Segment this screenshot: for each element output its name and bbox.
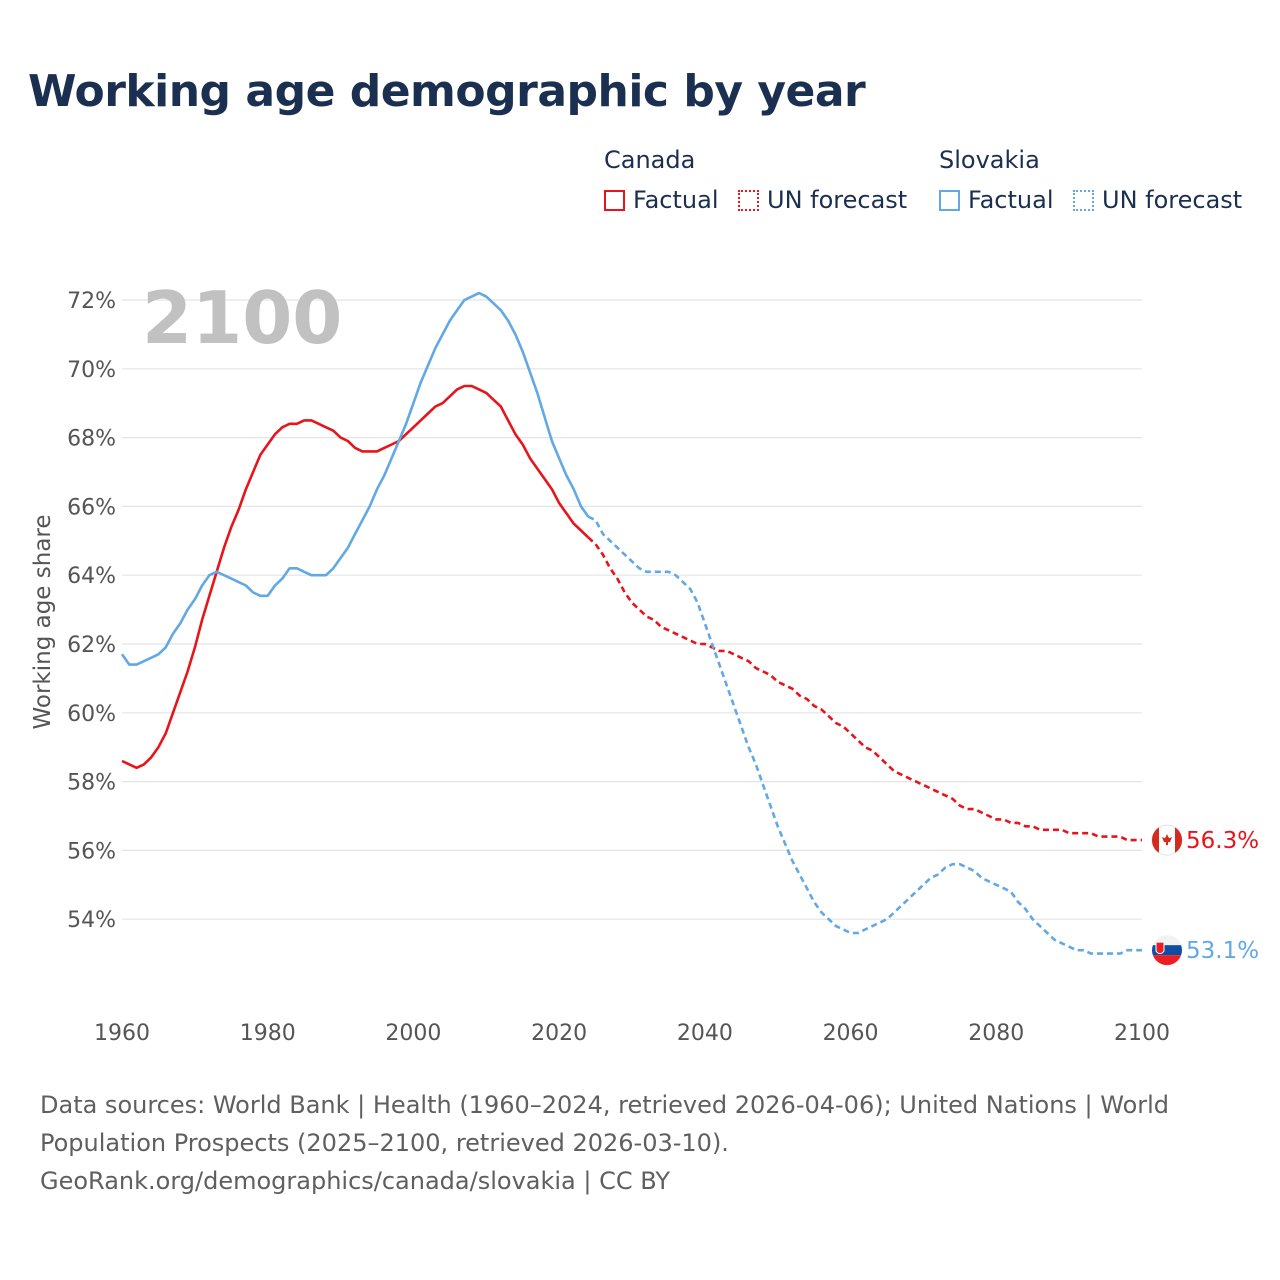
legend-group-slovakia: Slovakia — [939, 146, 1040, 174]
y-axis-label: Working age share — [30, 514, 56, 729]
y-tick-label: 58% — [67, 771, 116, 796]
footer-credit: GeoRank.org/demographics/canada/slovakia… — [40, 1167, 671, 1195]
legend-canada-factual[interactable]: Factual — [604, 186, 719, 214]
y-tick-label: 60% — [67, 702, 116, 727]
y-tick-label: 70% — [67, 358, 116, 383]
legend-slovakia-forecast[interactable]: UN forecast — [1073, 186, 1242, 214]
footer: Data sources: World Bank | Health (1960–… — [40, 1086, 1240, 1200]
series-line-canada-factual — [121, 384, 590, 770]
end-labels: 56.3% 53.1% — [1151, 824, 1259, 966]
x-tick-label: 1980 — [240, 1021, 296, 1046]
x-tick-label: 1960 — [94, 1021, 150, 1046]
x-tick-label: 2000 — [385, 1021, 441, 1046]
legend-label: UN forecast — [767, 186, 908, 214]
footer-source-line-1: Data sources: World Bank | Health (1960–… — [40, 1091, 1170, 1119]
series-line-slovakia-forecast — [587, 515, 1142, 955]
x-tick-label: 2100 — [1114, 1021, 1170, 1046]
y-tick-label: 64% — [67, 564, 116, 589]
series-line-canada-forecast — [587, 536, 1142, 842]
legend-swatch-slovakia-forecast — [1073, 189, 1094, 211]
x-axis-ticks: 1960 1980 2000 2020 2040 2060 2080 2100 — [94, 1021, 1170, 1046]
y-tick-label: 72% — [67, 289, 116, 314]
y-tick-label: 62% — [67, 633, 116, 658]
series-lines — [120, 291, 1142, 955]
canada-flag-icon — [1151, 824, 1183, 856]
x-tick-label: 2020 — [531, 1021, 587, 1046]
x-tick-label: 2040 — [677, 1021, 733, 1046]
y-tick-label: 66% — [67, 495, 116, 520]
end-label-slovakia: 53.1% — [1186, 938, 1259, 964]
legend-label: UN forecast — [1102, 186, 1243, 214]
y-tick-label: 68% — [67, 427, 116, 452]
legend-slovakia-factual[interactable]: Factual — [939, 186, 1054, 214]
gridlines — [122, 299, 1142, 920]
y-tick-label: 54% — [67, 908, 116, 933]
end-label-canada: 56.3% — [1186, 828, 1259, 854]
y-tick-label: 56% — [67, 839, 116, 864]
chart-title: Working age demographic by year — [28, 66, 866, 117]
legend-label: Factual — [633, 186, 719, 214]
x-tick-label: 2060 — [823, 1021, 879, 1046]
legend-group-canada: Canada — [604, 146, 696, 174]
legend-swatch-canada-forecast — [738, 189, 759, 211]
footer-source-line-2: Population Prospects (2025–2100, retriev… — [40, 1129, 729, 1157]
x-tick-label: 2080 — [968, 1021, 1024, 1046]
y-axis-ticks: 54% 56% 58% 60% 62% 64% 66% 68% 70% 72% — [67, 289, 116, 933]
legend-swatch-slovakia-factual — [939, 189, 960, 211]
legend-swatch-canada-factual — [604, 189, 625, 211]
legend-label: Factual — [968, 186, 1054, 214]
year-watermark: 2100 — [142, 276, 342, 360]
slovakia-flag-icon — [1152, 935, 1182, 966]
series-line-slovakia-factual — [120, 291, 590, 666]
legend-canada-forecast[interactable]: UN forecast — [738, 186, 907, 214]
